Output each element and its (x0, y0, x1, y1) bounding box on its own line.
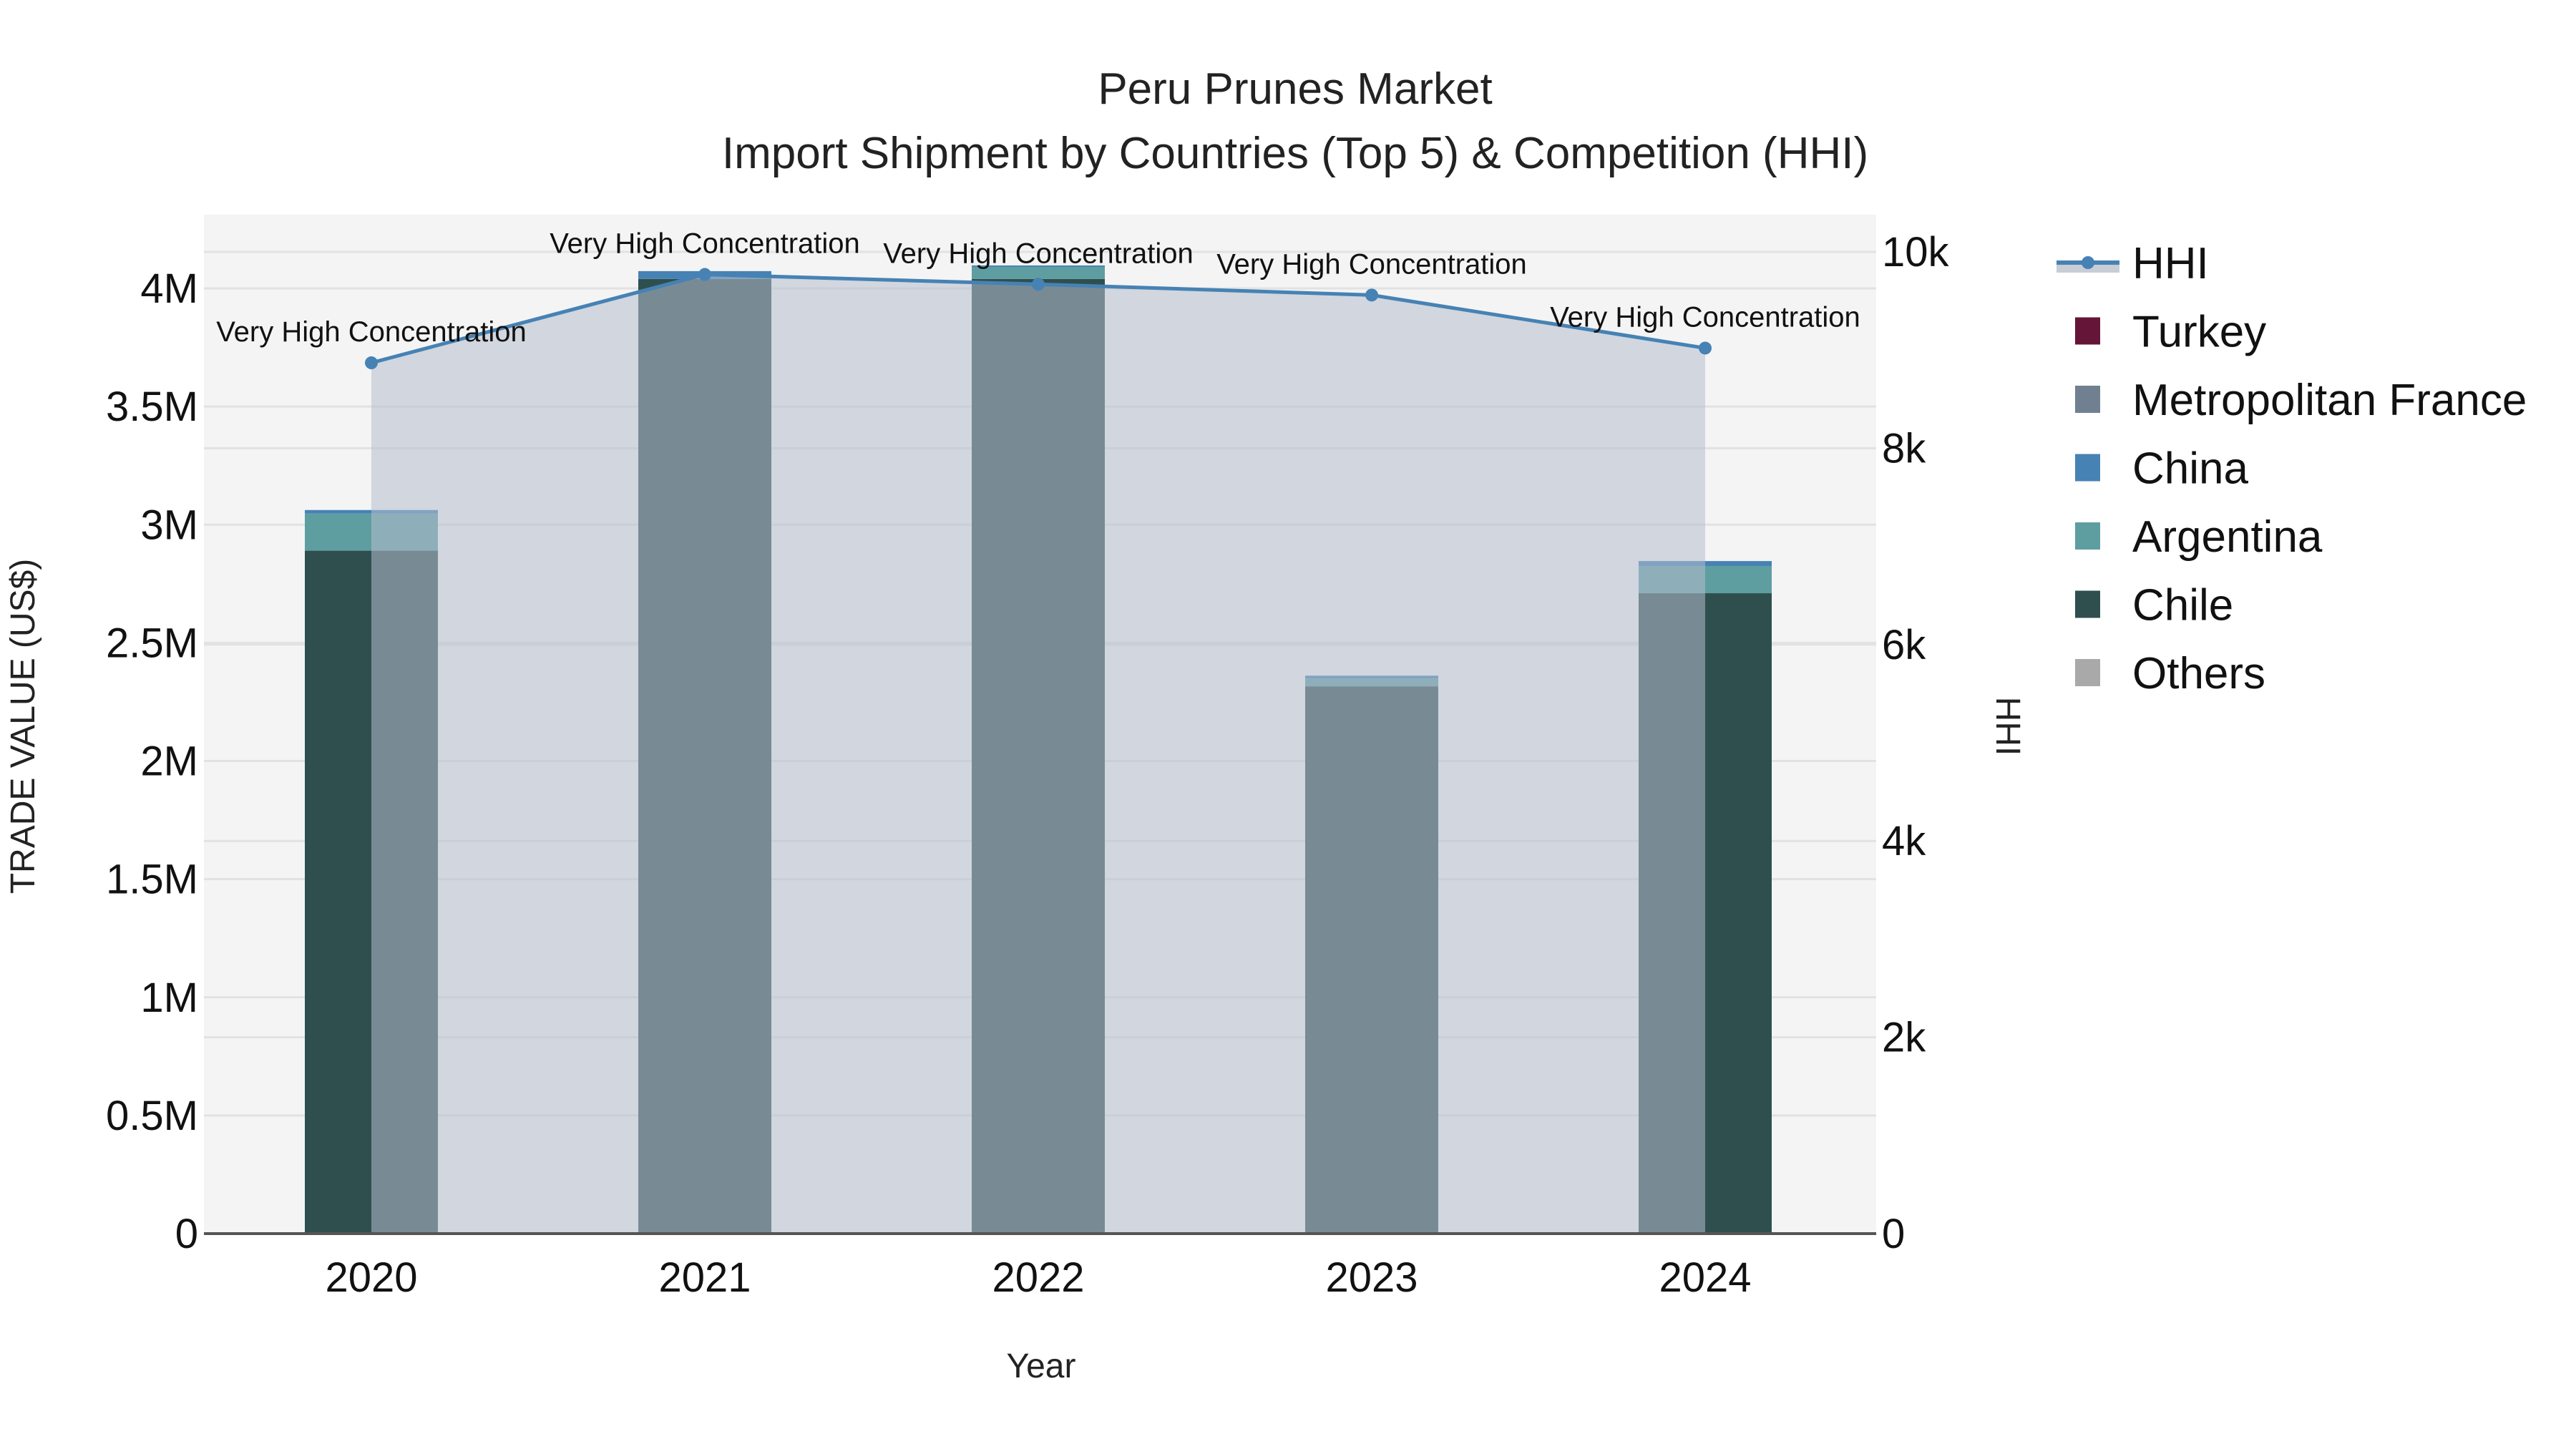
legend-swatch-icon (2075, 317, 2100, 345)
chart-title-line2: Import Shipment by Countries (Top 5) & C… (722, 129, 1868, 178)
hhi-annotation: Very High Concentration (1550, 301, 1860, 333)
y-right-tick-label: 10k (1882, 229, 1950, 275)
legend-swatch-icon (2075, 590, 2100, 618)
annotations: Very High Concentration Very High Concent… (216, 228, 1860, 348)
hhi-area-fill (371, 274, 1705, 1234)
y-left-axis-title: TRADE VALUE (US$) (4, 559, 42, 894)
legend-label: HHI (2132, 239, 2209, 288)
legend-item-argentina[interactable]: Argentina (2075, 512, 2323, 562)
legend-swatch-icon (2075, 454, 2100, 482)
hhi-area (371, 274, 1705, 1234)
y-left-tick-label: 3.5M (106, 384, 198, 430)
y-left-tick-label: 2M (140, 738, 198, 785)
legend-label: Turkey (2132, 308, 2266, 357)
hhi-marker (1699, 341, 1712, 355)
hhi-marker (1365, 288, 1378, 302)
x-tick-label: 2021 (658, 1254, 751, 1301)
bar-segment-argentina (972, 266, 1105, 279)
x-tick-label: 2023 (1325, 1254, 1418, 1301)
legend: HHI Turkey Metropolitan France China Argenti… (2057, 239, 2527, 698)
legend-label: Others (2132, 649, 2265, 698)
y-right-tick-label: 6k (1882, 622, 1926, 668)
hhi-annotation: Very High Concentration (883, 238, 1194, 269)
hhi-annotation: Very High Concentration (1216, 248, 1527, 280)
hhi-marker (1032, 278, 1045, 291)
legend-item-hhi[interactable]: HHI (2057, 239, 2209, 288)
x-tick-label: 2022 (992, 1254, 1084, 1301)
legend-item-chile[interactable]: Chile (2075, 581, 2233, 630)
x-tick-label: 2024 (1659, 1254, 1751, 1301)
legend-swatch-icon (2075, 522, 2100, 550)
y-left-tick-label: 1.5M (106, 857, 198, 903)
hhi-annotation: Very High Concentration (550, 228, 860, 260)
legend-label: China (2132, 444, 2249, 494)
bar-segment-china (972, 265, 1105, 267)
legend-swatch-icon (2075, 386, 2100, 413)
chart-title-line1: Peru Prunes Market (1098, 64, 1492, 114)
y-right-tick-label: 0 (1882, 1211, 1905, 1257)
x-tick-label: 2020 (325, 1254, 417, 1301)
legend-label: Argentina (2132, 512, 2323, 562)
y-left-tick-label: 3M (140, 502, 198, 548)
legend-item-turkey[interactable]: Turkey (2075, 308, 2266, 357)
legend-swatch-icon (2075, 659, 2100, 686)
legend-item-china[interactable]: China (2075, 444, 2249, 494)
legend-item-metropolitan-france[interactable]: Metropolitan France (2075, 376, 2527, 425)
y-right-axis-title: HHI (1989, 697, 2026, 756)
y-right-tick-label: 4k (1882, 818, 1926, 864)
legend-label: Chile (2132, 581, 2233, 630)
y-right-tick-label: 8k (1882, 425, 1926, 472)
y-left-tick-label: 0.5M (106, 1093, 198, 1139)
hhi-annotation: Very High Concentration (216, 316, 527, 348)
hhi-line (365, 268, 1712, 370)
axes: 0 0.5M 1M 1.5M 2M 2.5M 3M 3.5M 4M 0 2k 4k 6k 8k 10k 202… (106, 229, 1949, 1301)
legend-item-others[interactable]: Others (2075, 649, 2265, 698)
y-left-tick-label: 1M (140, 975, 198, 1021)
x-axis-title: Year (1007, 1347, 1076, 1385)
hhi-marker (698, 268, 711, 281)
y-left-tick-label: 0 (175, 1211, 198, 1257)
hhi-marker (365, 356, 378, 370)
y-right-tick-label: 2k (1882, 1015, 1926, 1061)
legend-hhi-marker-icon (2082, 256, 2094, 269)
y-left-tick-label: 2.5M (106, 620, 198, 666)
legend-label: Metropolitan France (2132, 376, 2527, 425)
y-left-tick-label: 4M (140, 265, 198, 312)
